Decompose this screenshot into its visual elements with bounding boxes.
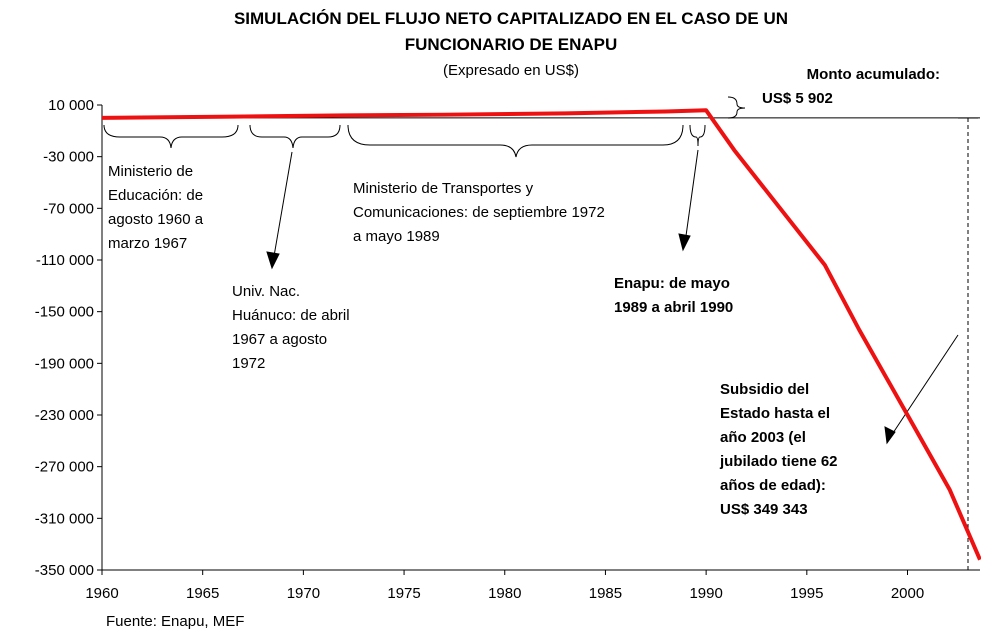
annotation: Univ. Nac.: [232, 283, 300, 300]
annotation: jubilado tiene 62: [719, 453, 838, 470]
y-tick-label: -270 000: [35, 459, 94, 476]
arrowhead: [884, 426, 896, 445]
y-tick-label: -30 000: [43, 149, 94, 166]
y-tick-label: 10 000: [48, 97, 94, 114]
y-tick-label: -70 000: [43, 200, 94, 217]
annotation: Ministerio de: [108, 163, 193, 180]
y-tick-label: -230 000: [35, 407, 94, 424]
y-tick-label: -110 000: [36, 252, 94, 269]
bracket: [347, 124, 684, 158]
arrow: [684, 149, 699, 244]
arrowhead: [266, 251, 280, 270]
annotation: a mayo 1989: [353, 228, 440, 245]
annotation: Subsidio del: [720, 381, 809, 398]
annotation: 1972: [232, 355, 265, 372]
annotation: año 2003 (el: [720, 429, 806, 446]
x-tick-label: 1970: [287, 585, 320, 602]
bracket: [727, 96, 746, 119]
bracket: [103, 124, 239, 149]
annotation: agosto 1960 a: [108, 211, 204, 228]
y-tick-label: -150 000: [35, 304, 94, 321]
chart-title: FUNCIONARIO DE ENAPU: [405, 35, 618, 54]
annotation: Estado hasta el: [720, 405, 830, 422]
annotation-shapes: [103, 96, 978, 571]
annotation: Comunicaciones: de septiembre 1972: [353, 204, 605, 221]
x-tick-label: 1960: [85, 585, 118, 602]
y-tick-label: -350 000: [35, 562, 94, 579]
annotation: 1989 a abril 1990: [614, 299, 733, 316]
annotation: Ministerio de Transportes y: [353, 180, 534, 197]
bracket: [249, 124, 341, 149]
arrow: [272, 151, 293, 263]
x-tick-label: 1995: [790, 585, 823, 602]
source: Fuente: Enapu, MEF: [106, 613, 244, 630]
x-tick-label: 1990: [689, 585, 722, 602]
annotation: años de edad):: [720, 477, 826, 494]
chart-subtitle: (Expresado en US$): [443, 62, 579, 79]
x-tick-label: 1965: [186, 585, 219, 602]
x-tick-label: 1980: [488, 585, 521, 602]
annotation: Enapu: de mayo: [614, 275, 730, 292]
annotation: US$ 5 902: [762, 90, 833, 107]
annotation: US$ 349 343: [720, 501, 808, 518]
annotation: Monto acumulado:: [807, 66, 940, 83]
chart-title: SIMULACIÓN DEL FLUJO NETO CAPITALIZADO E…: [234, 9, 788, 28]
bracket: [689, 124, 706, 147]
y-tick-label: -310 000: [35, 510, 94, 527]
x-tick-label: 1975: [387, 585, 420, 602]
x-tick-label: 1985: [589, 585, 622, 602]
arrowhead: [678, 233, 691, 252]
y-tick-label: -190 000: [35, 355, 94, 372]
x-tick-label: 2000: [891, 585, 924, 602]
line: [101, 108, 981, 561]
annotation: Huánuco: de abril: [232, 307, 350, 324]
annotation: marzo 1967: [108, 235, 187, 252]
annotation: Educación: de: [108, 187, 203, 204]
annotation: 1967 a agosto: [232, 331, 327, 348]
arrow: [892, 334, 959, 434]
